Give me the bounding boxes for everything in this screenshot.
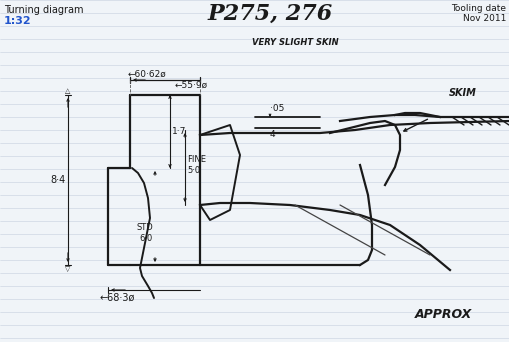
Text: ←60·62ø: ←60·62ø	[128, 70, 166, 79]
Text: Turning diagram: Turning diagram	[4, 5, 83, 15]
Text: 4: 4	[269, 130, 275, 139]
Text: ←55·9ø: ←55·9ø	[175, 81, 208, 90]
Text: 1·7: 1·7	[172, 127, 186, 136]
Text: ·05: ·05	[269, 104, 284, 113]
Text: SKIM: SKIM	[448, 88, 476, 98]
Text: FINE
5·0: FINE 5·0	[187, 155, 206, 175]
Text: STD
6·0: STD 6·0	[136, 223, 153, 243]
Text: 8·4: 8·4	[51, 175, 66, 185]
Text: Tooling date: Tooling date	[450, 4, 505, 13]
Text: Nov 2011: Nov 2011	[462, 14, 505, 23]
Text: 1:32: 1:32	[4, 16, 32, 26]
Text: ▽: ▽	[65, 266, 71, 272]
Text: VERY SLIGHT SKIN: VERY SLIGHT SKIN	[251, 38, 337, 47]
Text: △: △	[65, 88, 71, 94]
Text: ←68·3ø: ←68·3ø	[100, 293, 135, 303]
Text: P275, 276: P275, 276	[208, 3, 332, 25]
Text: APPROX: APPROX	[414, 308, 471, 321]
